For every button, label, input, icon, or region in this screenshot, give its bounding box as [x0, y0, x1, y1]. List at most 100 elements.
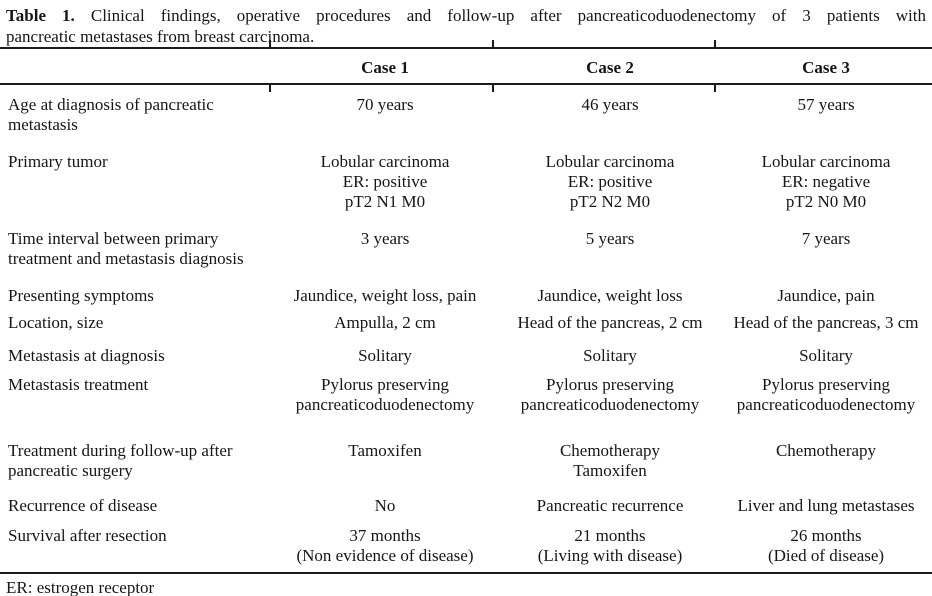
row-label: Time interval between primary treatment a… — [0, 229, 270, 269]
row-value-case-3: Pylorus preserving pancreaticoduodenectom… — [720, 375, 932, 415]
table-row: Metastasis at diagnosis Solitary Solitary S… — [0, 333, 932, 366]
cell-line: 37 months — [349, 526, 421, 545]
column-boundary-tick — [714, 83, 716, 92]
table-header-row: Case 1 Case 2 Case 3 — [0, 49, 932, 83]
cell-line: Ampulla, 2 cm — [334, 313, 436, 332]
row-value-case-2: Solitary — [500, 346, 720, 366]
column-boundary-tick — [492, 40, 494, 49]
row-value-case-2: 5 years — [500, 229, 720, 269]
cell-line: 70 years — [356, 95, 414, 114]
row-value-case-2: Jaundice, weight loss — [500, 286, 720, 306]
cell-line: Head of the pancreas, 3 cm — [733, 313, 919, 332]
column-header-case-2: Case 2 — [586, 58, 634, 77]
cell-line: (Non evidence of disease) — [296, 546, 474, 565]
row-label: Recurrence of disease — [0, 496, 270, 516]
cell-line: Primary tumor — [8, 152, 108, 171]
cell-line: Pylorus preserving — [321, 375, 449, 394]
cell-line: Solitary — [358, 346, 412, 365]
cell-line: ER: positive — [567, 172, 653, 191]
row-value-case-3: 57 years — [720, 95, 932, 135]
cell-line: Time interval between primary — [8, 229, 219, 248]
row-label: Metastasis treatment — [0, 375, 270, 415]
row-value-case-1: Pylorus preserving pancreaticoduodenectom… — [270, 375, 500, 415]
cell-line: Lobular carcinoma — [545, 152, 675, 171]
cell-line: Pylorus preserving — [762, 375, 890, 394]
cell-line: 5 years — [585, 229, 635, 248]
row-value-case-2: Pancreatic recurrence — [500, 496, 720, 516]
cell-line: (Living with disease) — [537, 546, 683, 565]
column-boundary-tick — [714, 40, 716, 49]
top-rule — [0, 40, 932, 49]
cell-line: Tamoxifen — [348, 441, 422, 460]
cell-line: Liver and lung metastases — [737, 496, 915, 515]
row-label: Presenting symptoms — [0, 286, 270, 306]
cell-line: Lobular carcinoma — [320, 152, 450, 171]
row-value-case-1: Lobular carcinoma ER: positive pT2 N1 M0 — [270, 152, 500, 212]
cell-line: Treatment during follow-up after — [8, 441, 233, 460]
row-value-case-1: Jaundice, weight loss, pain — [270, 286, 500, 306]
bottom-rule — [0, 572, 932, 574]
caption-line-1-text: Clinical findings, operative procedures … — [74, 6, 926, 25]
table-row: Treatment during follow-up after pancreat… — [0, 415, 932, 481]
row-value-case-1: 37 months (Non evidence of disease) — [270, 526, 500, 566]
row-value-case-1: Tamoxifen — [270, 441, 500, 481]
caption-line-1: Table 1. Clinical findings, operative pr… — [6, 5, 926, 26]
column-boundary-tick — [492, 83, 494, 92]
caption-line-2: pancreatic metastases from breast carcin… — [6, 27, 315, 46]
row-value-case-2: Pylorus preserving pancreaticoduodenectom… — [500, 375, 720, 415]
caption-table-number: Table 1. — [6, 6, 75, 25]
cell-line: Presenting symptoms — [8, 286, 154, 305]
cell-line: Lobular carcinoma — [761, 152, 891, 171]
row-value-case-1: Ampulla, 2 cm — [270, 313, 500, 333]
cell-line: Age at diagnosis of pancreatic — [8, 95, 214, 114]
cell-line: Pylorus preserving — [546, 375, 674, 394]
cell-line: No — [374, 496, 396, 515]
cell-line: 7 years — [801, 229, 851, 248]
cell-line: 46 years — [581, 95, 639, 114]
cell-line: Head of the pancreas, 2 cm — [517, 313, 703, 332]
cell-line: metastasis — [8, 115, 78, 134]
header-rule — [0, 83, 932, 92]
cell-line: treatment and metastasis diagnosis — [8, 249, 244, 268]
table-row: Metastasis treatment Pylorus preserving pa… — [0, 366, 932, 415]
cell-line: pT2 N1 M0 — [344, 192, 426, 211]
row-value-case-3: 26 months (Died of disease) — [720, 526, 932, 566]
cell-line: Location, size — [8, 313, 104, 332]
table-row: Age at diagnosis of pancreatic metastasis… — [0, 85, 932, 135]
row-value-case-1: 3 years — [270, 229, 500, 269]
cell-line: 57 years — [797, 95, 855, 114]
row-label: Survival after resection — [0, 526, 270, 566]
row-value-case-3: Jaundice, pain — [720, 286, 932, 306]
table-caption: Table 1. Clinical findings, operative pr… — [0, 0, 932, 47]
cell-line: ER: negative — [781, 172, 871, 191]
row-value-case-2: 21 months (Living with disease) — [500, 526, 720, 566]
row-label: Treatment during follow-up after pancreat… — [0, 441, 270, 481]
column-boundary-tick — [269, 40, 271, 49]
table-row: Presenting symptoms Jaundice, weight loss… — [0, 269, 932, 306]
column-header-case-1: Case 1 — [361, 58, 409, 77]
row-value-case-3: 7 years — [720, 229, 932, 269]
table-row: Location, size Ampulla, 2 cm Head of the p… — [0, 306, 932, 333]
cell-line: Chemotherapy — [559, 441, 661, 460]
cell-line: Solitary — [799, 346, 853, 365]
cell-line: Jaundice, weight loss — [537, 286, 683, 305]
cell-line: Pancreatic recurrence — [536, 496, 684, 515]
cell-line: pancreaticoduodenectomy — [295, 395, 475, 414]
row-label: Metastasis at diagnosis — [0, 346, 270, 366]
row-value-case-1: Solitary — [270, 346, 500, 366]
row-value-case-3: Head of the pancreas, 3 cm — [720, 313, 932, 333]
row-value-case-3: Liver and lung metastases — [720, 496, 932, 516]
cell-line: pT2 N2 M0 — [569, 192, 651, 211]
row-value-case-3: Lobular carcinoma ER: negative pT2 N0 M0 — [720, 152, 932, 212]
table-body: Age at diagnosis of pancreatic metastasis… — [0, 85, 932, 566]
row-value-case-1: No — [270, 496, 500, 516]
cell-line: Chemotherapy — [775, 441, 877, 460]
cell-line: Metastasis at diagnosis — [8, 346, 165, 365]
table-row: Primary tumor Lobular carcinoma ER: positi… — [0, 135, 932, 212]
cell-line: Recurrence of disease — [8, 496, 158, 515]
cell-line: Jaundice, weight loss, pain — [293, 286, 477, 305]
cell-line: Solitary — [583, 346, 637, 365]
cell-line: Survival after resection — [8, 526, 167, 545]
table-row: Recurrence of disease No Pancreatic recurr… — [0, 481, 932, 516]
